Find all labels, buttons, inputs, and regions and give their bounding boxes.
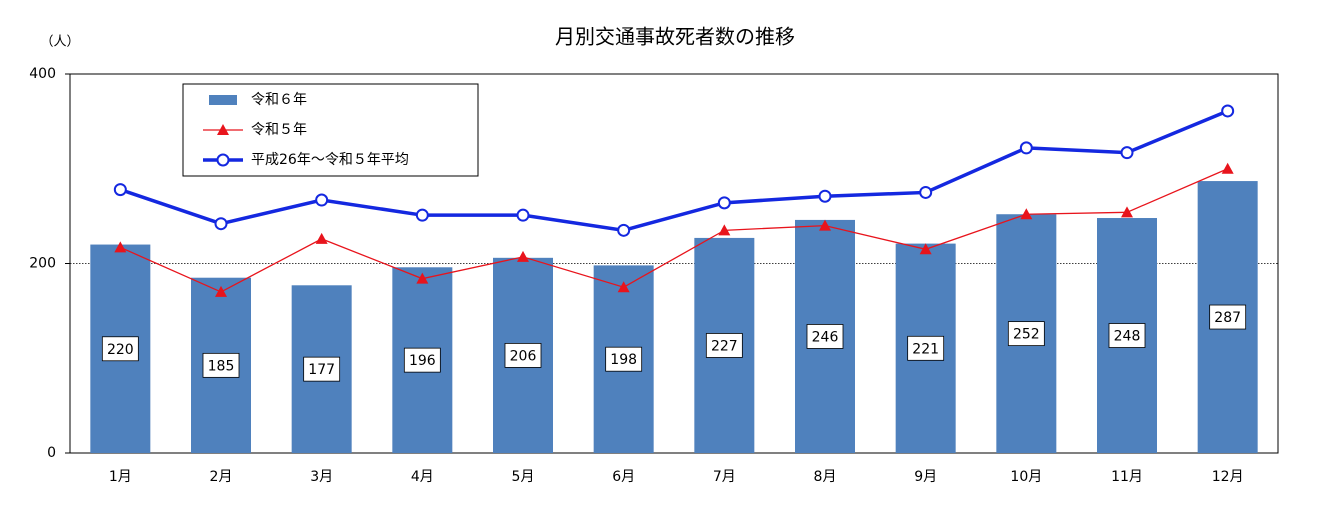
line-marker	[113, 183, 127, 197]
line-marker	[315, 193, 329, 207]
data-label: 246	[812, 329, 839, 345]
legend-marker	[217, 124, 229, 135]
line-marker	[214, 217, 228, 231]
line-marker	[617, 223, 631, 237]
x-tick-label: 7月	[713, 469, 736, 485]
line-marker	[1020, 208, 1033, 220]
line	[119, 109, 1229, 233]
data-label-box	[705, 333, 743, 358]
x-tick-label: 11月	[1111, 469, 1143, 485]
data-label-box	[907, 335, 945, 361]
line-marker	[1019, 141, 1033, 155]
data-label-box	[1108, 323, 1146, 348]
line-marker	[617, 281, 630, 293]
line-marker	[516, 208, 530, 222]
legend-label: 平成26年～令和５年平均	[251, 152, 409, 168]
x-tick-label: 4月	[411, 469, 434, 485]
x-tick-label: 8月	[814, 469, 837, 485]
data-label: 287	[1214, 310, 1241, 326]
data-label-box	[504, 343, 542, 368]
data-label-box	[303, 356, 341, 382]
line-marker	[919, 243, 932, 255]
y-tick-label: 0	[47, 445, 56, 461]
line-marker	[416, 272, 429, 284]
line-marker	[717, 196, 731, 210]
x-tick-label: 9月	[914, 469, 937, 485]
data-label: 196	[409, 353, 436, 369]
legend-label: 令和５年	[251, 122, 307, 138]
line-marker	[1121, 206, 1133, 218]
x-tick-label: 6月	[612, 469, 635, 485]
x-tick-label: 3月	[310, 469, 333, 485]
line-marker	[718, 224, 731, 236]
line-marker	[819, 219, 831, 231]
y-tick-label: 400	[29, 66, 56, 82]
y-tick-label: 200	[29, 256, 56, 272]
data-label-box	[1209, 304, 1247, 330]
x-tick-label: 10月	[1010, 469, 1042, 485]
data-label-box	[1007, 321, 1045, 347]
data-label: 248	[1114, 329, 1141, 345]
data-label: 220	[107, 342, 134, 358]
line-marker	[415, 208, 429, 222]
x-tick-label: 2月	[210, 469, 233, 485]
line-marker	[215, 285, 227, 297]
legend-label: 令和６年	[251, 92, 307, 108]
line-marker	[1221, 104, 1235, 118]
x-tick-label: 1月	[109, 469, 132, 485]
data-label-box	[202, 352, 240, 378]
data-label-box	[806, 324, 844, 349]
legend-marker	[216, 153, 230, 167]
line-marker	[1221, 162, 1234, 174]
data-label: 252	[1013, 327, 1040, 343]
x-tick-label: 5月	[512, 469, 535, 485]
line-marker	[818, 189, 832, 203]
y-axis-label: （人）	[40, 35, 79, 50]
line	[120, 168, 1228, 293]
line-marker	[517, 250, 529, 262]
line-marker	[315, 232, 328, 244]
line-marker	[919, 185, 933, 199]
data-label-box	[403, 347, 441, 373]
chart-title: 月別交通事故死者数の推移	[555, 25, 795, 49]
line-marker	[114, 241, 127, 253]
data-label: 177	[308, 362, 335, 378]
data-label: 185	[208, 358, 235, 374]
data-label-box	[101, 336, 139, 362]
data-label: 227	[711, 338, 738, 354]
data-label: 198	[610, 352, 637, 368]
line-marker	[1120, 146, 1134, 160]
data-label-box	[605, 346, 643, 372]
data-label: 221	[912, 341, 939, 357]
data-label: 206	[510, 348, 537, 364]
x-tick-label: 12月	[1212, 469, 1244, 485]
legend-swatch	[209, 95, 237, 105]
